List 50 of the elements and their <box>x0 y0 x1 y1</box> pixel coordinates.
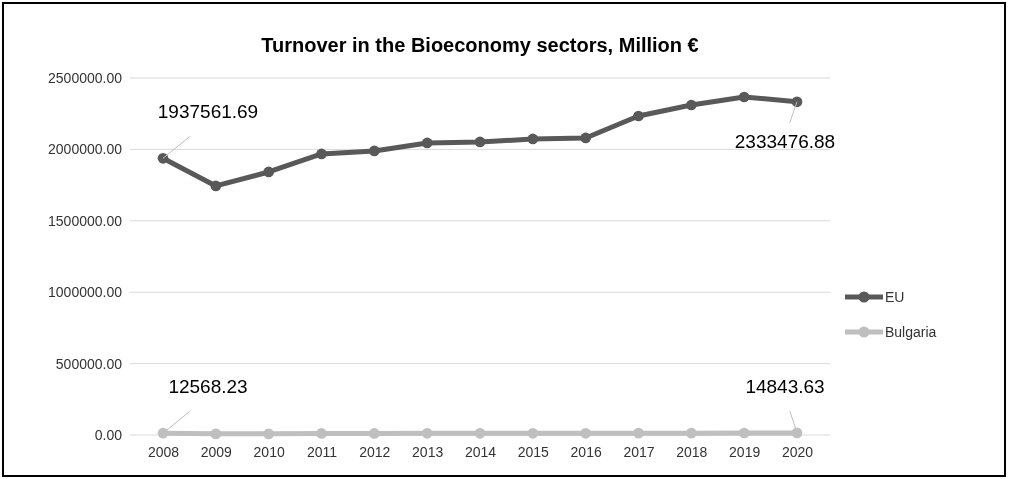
x-tick-label: 2016 <box>570 443 602 460</box>
point <box>316 148 327 160</box>
legend-label: EU <box>885 289 905 305</box>
data-label: 12568.23 <box>168 376 248 398</box>
point <box>421 137 433 149</box>
y-tick-label: 2000000.00 <box>48 141 123 158</box>
point <box>738 91 750 103</box>
x-tick-label: 2018 <box>676 443 708 460</box>
data-label: 1937561.69 <box>157 101 259 123</box>
point <box>263 166 275 178</box>
point <box>738 427 750 439</box>
y-tick-label: 2500000.00 <box>48 69 123 86</box>
x-tick-label: 2012 <box>359 443 391 460</box>
x-tick-label: 2014 <box>464 443 497 460</box>
point <box>263 428 275 440</box>
point <box>527 427 539 439</box>
y-tick-label: 0.00 <box>94 426 123 443</box>
x-tick-label: 2010 <box>253 443 285 460</box>
y-tick-label: 500000.00 <box>55 355 123 372</box>
x-tick-label: 2020 <box>781 443 814 460</box>
point <box>580 427 592 439</box>
point <box>368 145 380 157</box>
data-label: 14843.63 <box>745 375 825 397</box>
point <box>685 99 697 111</box>
point <box>421 427 433 439</box>
point <box>474 427 486 439</box>
y-tick-label: 1500000.00 <box>48 212 123 229</box>
data-label: 2333476.88 <box>734 130 836 152</box>
chart-title: Turnover in the Bioeconomy sectors, Million € <box>261 34 699 56</box>
x-tick-label: 2008 <box>147 443 180 460</box>
point <box>157 427 169 439</box>
point <box>368 428 380 439</box>
x-tick-label: 2011 <box>306 443 338 460</box>
y-tick-label: 1000000.00 <box>48 284 123 301</box>
x-tick-label: 2019 <box>729 443 761 460</box>
x-tick-label: 2013 <box>412 443 444 460</box>
point <box>580 132 592 144</box>
point <box>685 427 697 439</box>
point <box>527 133 539 145</box>
point <box>210 428 222 440</box>
point <box>316 428 327 439</box>
point <box>633 110 644 122</box>
x-tick-label: 2017 <box>623 443 655 460</box>
point <box>210 180 222 192</box>
legend-label: Bulgaria <box>885 324 937 340</box>
point <box>474 136 486 148</box>
point <box>633 427 644 439</box>
point <box>791 427 803 439</box>
x-tick-label: 2009 <box>200 443 233 460</box>
x-tick-label: 2015 <box>517 443 550 460</box>
